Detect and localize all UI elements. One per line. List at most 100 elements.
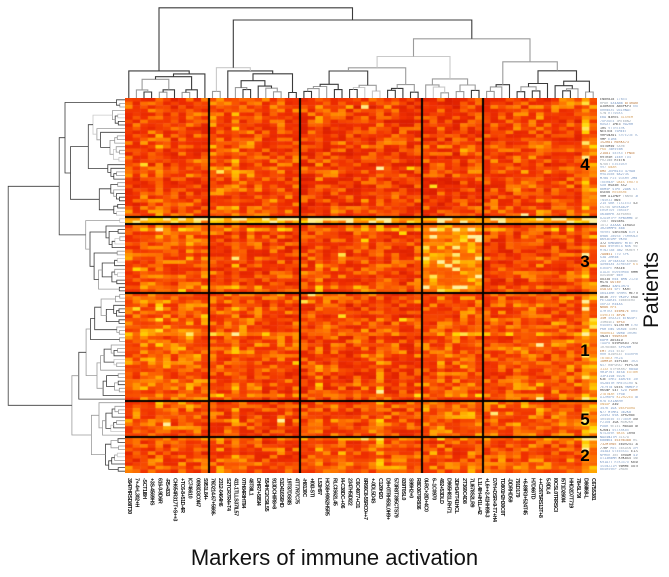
column-label: 839T0SL0 (399, 478, 406, 500)
row-label: 343A3 UT465SX1 E17XMN (600, 450, 638, 454)
column-label: HHD2D7T719 (567, 478, 574, 508)
column-label: 3DH147T41HCL (453, 478, 460, 514)
column-label: 913DCHIR8+8 (270, 478, 277, 509)
row-label: 8K93ESMP 9K9U (600, 238, 627, 242)
row-label: A7MTRX 556ME7E 0H54 66102MK (600, 310, 638, 314)
row-label: PET2AR3S 50865EHX (600, 299, 636, 303)
row-label: 8E3K X99 9KUP2 EKA0R (600, 295, 638, 299)
column-label: 0093D3C0I47 (194, 478, 201, 507)
row-label: 06M5P S7MT 2A8K S77 (600, 187, 638, 191)
row-label: 18MM1R 55P186T 3R2AR34M (600, 360, 638, 364)
row-label: X49E3T5 8P2N (600, 313, 625, 317)
row-label: X6433HH SMHMS ME7TU2 (600, 292, 638, 296)
row-label: A12M0P0 K12H22EX 8E5 (600, 396, 638, 400)
row-label: 33P31SN 602N (600, 374, 625, 378)
row-label: 4R54646 5T730XM XUNTM02 42P76KRP (600, 417, 638, 421)
column-label: S951L84+ (201, 478, 208, 500)
column-label: -H8130C (300, 478, 307, 497)
row-label: 357K 1UA 06XPAUHA (600, 407, 636, 411)
x-axis-title: Markers of immune activation (190, 545, 479, 570)
row-label: 098K 2N0S6 7SMHKN2U (600, 234, 638, 238)
column-label: S2TCR7R4+T4 (224, 478, 231, 511)
row-label: NPMKR 3N7 59UAM 419PANUS (600, 453, 638, 457)
row-label: 1HS 97THT49K (600, 126, 625, 130)
column-label: L1L4IH+IH1L+42 (475, 478, 482, 515)
column-label: +-0DL5D4S (369, 478, 376, 504)
row-label: 02A4MTPP RPNXMME A9TPE1 (600, 216, 638, 220)
row-label: T6EHNXP UAEX EHU7T8 (600, 180, 638, 184)
row-label: 6368PE PASE6 (600, 266, 625, 270)
row-label: 9MP E1H8 (600, 137, 617, 141)
row-label: 313X 6TP5KRR7 R05AR9 (600, 367, 638, 371)
column-label: ++C2075RS13T+8 (536, 478, 543, 518)
column-label: 6--1C0970 (430, 478, 437, 500)
column-label: RLCIS62L45 (331, 478, 338, 506)
row-label: 732MTH0E 56U9251 3AXU0M (600, 443, 638, 446)
row-label: NT4289R 6K5X 1R90 (600, 432, 636, 436)
row-label: 372 KM60NH7 MT6T PRSX (600, 241, 638, 245)
row-label: N57 HNPUHA7 PEPS7XE K3SEXPR (600, 363, 638, 367)
row-label: 7UPXUE4 3MT60N2 (600, 119, 632, 123)
row-label: TN4H32 N05 (600, 198, 621, 202)
column-label: 0I-RC+2ID+4C0 (422, 478, 429, 512)
row-label: 77RP M5S 36XASN XPMS3 (600, 446, 638, 450)
row-label: A30MXE6 AN5PKP3 6K8 (600, 105, 638, 109)
column-label: L53H97 (316, 478, 323, 495)
column-label: -SCT1I8H (141, 478, 148, 499)
column-label: D7H+DSR+9-T7+H4 (491, 478, 498, 522)
row-label: R9TR5H 1589 TU4 (600, 155, 632, 159)
row-label: UN4AP A40 (600, 403, 619, 407)
row-label: 1UT2 A3AAA 1ERASX (600, 223, 636, 227)
row-label: 1MR62 4AH13H74 (600, 284, 629, 288)
row-label: EMT XS4 6TA7 (600, 349, 625, 353)
column-dendrogram (128, 7, 594, 98)
row-label: XT13R8MH K9K0X5 4NNTEMN0 7KTA (600, 457, 638, 461)
column-label: +3S-4569HS (148, 478, 155, 506)
row-label: S7N RT70SKS (600, 112, 623, 116)
column-label: IC746610 (186, 478, 193, 499)
column-label: DHR7+585I4 (255, 478, 262, 506)
column-label: 48T8IL1 (247, 478, 254, 496)
row-label: ES75U UH7KA82P (600, 205, 629, 209)
row-label: N7U6T E3S5UX9 (600, 162, 627, 166)
column-label: +TC6-8+51D-4R (179, 478, 186, 513)
cluster-label-5: 5 (580, 410, 590, 429)
column-label: D9+0TRH5SL0H9+ (384, 478, 391, 520)
row-label: HKSNP S47 S2U PARM9 (600, 389, 638, 393)
column-label: CH654R317T+S++3 (171, 478, 178, 521)
column-label: 19T87DS8IS (285, 478, 292, 505)
cluster-label-1: 1 (580, 341, 590, 360)
column-label: +6-89R3+524T45 (521, 478, 528, 515)
row-label: X6P2X R54AS (600, 302, 623, 306)
row-label: R7U EX1AKH9 (600, 399, 623, 403)
row-label: 9H1P767 8ES8 EXT0HU7A 4X5 (600, 371, 638, 375)
row-label: R4U0RS 013RTHM E7KUAE (600, 324, 638, 328)
row-label: A1A2E KU969M00 RMMN NRH (600, 270, 638, 274)
row-label: RXSX7 1ME3 9A2RH (600, 123, 634, 127)
row-label: 215 SKR T1X1E53 5258XX (600, 202, 638, 206)
row-label: 7E79T8 U55S 9NMEP79H (600, 385, 638, 389)
row-label: PKU 78R9TNR (600, 148, 623, 152)
column-label: 616-0-9D6R (156, 478, 163, 504)
row-label: T6T8EX PK2A (600, 356, 623, 360)
column-label: 3947HRSD8IT30 (125, 478, 132, 514)
row-label: 68PM A6S81U (600, 338, 623, 342)
column-label: 2312-0464H6 (217, 478, 224, 507)
row-label: MTN2TAN 3N2 9KHE9 9NK03MP7 (600, 248, 638, 252)
column-label: +L6++2-41HH99-3 (483, 478, 490, 518)
row-label: 7A8N51 7TU SPK (600, 252, 629, 256)
row-label: 1S2H81 R6RKX73 (600, 141, 629, 145)
row-label: 4S5N221M 90MME XUTPSM (600, 464, 638, 468)
column-label: 7LI678S2LR9 (468, 478, 475, 508)
column-label: C120H2D (377, 478, 384, 499)
column-label: 8R66C8-55RC0++7 (361, 478, 368, 520)
row-label: 35M 5RAX2E 6TNS5PT (600, 317, 638, 321)
column-label: 492+53DLD (437, 478, 444, 504)
row-label: 35M84E1 6PS5 (600, 320, 625, 324)
row-label: HP8R 5X4AN8 8T4RAKN (600, 101, 638, 105)
column-label: -DDRHD59 (506, 478, 513, 503)
column-label: 791D179 (514, 478, 521, 498)
row-label: 4X905X5 ATM6S6P KTA7R227 (600, 263, 638, 267)
column-label: 51D416S6HD (278, 478, 285, 508)
